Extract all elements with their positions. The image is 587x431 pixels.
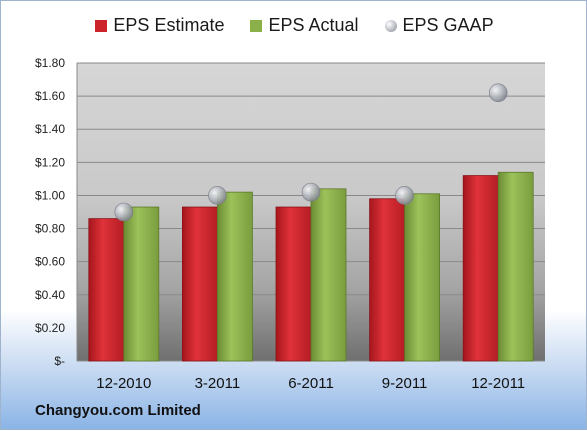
x-axis: 12-2010 3-2011 6-2011 9-2011 12-2011 bbox=[96, 375, 525, 392]
y-tick-label: $0.20 bbox=[35, 321, 65, 335]
legend-label-actual: EPS Actual bbox=[268, 15, 359, 35]
marker-gaap bbox=[208, 186, 227, 205]
bar-estimate bbox=[369, 198, 406, 362]
bar-actual bbox=[216, 191, 253, 362]
x-tick-label: 12-2011 bbox=[471, 375, 525, 392]
legend-swatch-gaap bbox=[384, 19, 397, 32]
x-tick-label: 6-2011 bbox=[288, 375, 334, 392]
y-tick-label: $1.80 bbox=[35, 56, 65, 70]
legend-item-actual: EPS Actual bbox=[250, 15, 359, 36]
company-name: Changyou.com Limited bbox=[35, 402, 201, 419]
gaap-markers bbox=[114, 83, 508, 222]
x-tick-label: 12-2010 bbox=[96, 375, 151, 392]
legend-item-estimate: EPS Estimate bbox=[95, 15, 224, 36]
y-tick-label: $1.60 bbox=[35, 89, 65, 103]
legend-swatch-estimate bbox=[95, 19, 108, 32]
bar-estimate bbox=[181, 206, 218, 362]
y-tick-label: $1.00 bbox=[35, 188, 65, 202]
bar-estimate bbox=[462, 175, 499, 362]
bar-actual bbox=[310, 188, 347, 362]
y-tick-label: $1.20 bbox=[35, 155, 65, 169]
x-tick-label: 3-2011 bbox=[195, 375, 241, 392]
y-tick-label: $0.60 bbox=[35, 255, 65, 269]
y-tick-label: $- bbox=[54, 354, 65, 368]
y-tick-label: $0.40 bbox=[35, 288, 65, 302]
legend-label-gaap: EPS GAAP bbox=[402, 15, 494, 35]
bar-actual bbox=[123, 206, 160, 362]
legend: EPS Estimate EPS Actual EPS GAAP bbox=[1, 15, 587, 36]
bar-estimate bbox=[275, 206, 312, 362]
marker-gaap bbox=[395, 186, 414, 205]
y-tick-label: $1.40 bbox=[35, 122, 65, 136]
marker-gaap bbox=[488, 83, 508, 103]
bar-estimate bbox=[88, 218, 125, 362]
bar-actual bbox=[497, 171, 534, 362]
legend-item-gaap: EPS GAAP bbox=[384, 15, 494, 36]
x-tick-label: 9-2011 bbox=[382, 375, 428, 392]
marker-gaap bbox=[114, 202, 134, 222]
legend-label-estimate: EPS Estimate bbox=[113, 15, 225, 35]
legend-swatch-actual bbox=[250, 19, 263, 32]
y-tick-label: $0.80 bbox=[35, 222, 65, 236]
bar-actual bbox=[404, 193, 441, 362]
bars bbox=[88, 171, 534, 362]
marker-gaap bbox=[301, 182, 321, 202]
y-axis: $- $0.20 $0.40 $0.60 $0.80 $1.00 $1.20 $1.40 $1.… bbox=[35, 56, 78, 368]
